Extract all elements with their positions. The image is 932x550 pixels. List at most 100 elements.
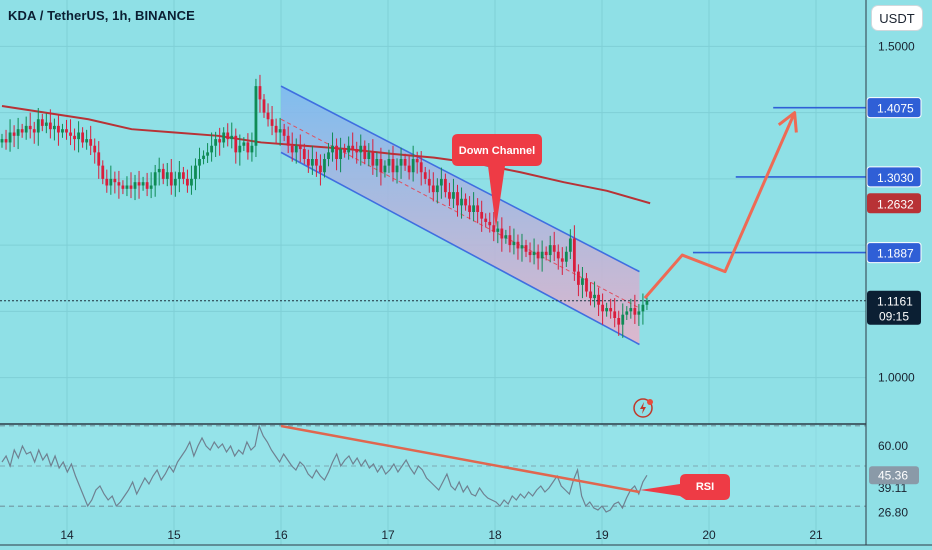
price-label-text: 1.1161 — [877, 295, 913, 309]
rsi-tick-label: 26.80 — [878, 505, 908, 519]
candle-body — [238, 145, 242, 153]
candle-body — [464, 198, 467, 206]
x-tick-label: 19 — [595, 528, 609, 542]
candle-body — [89, 139, 93, 146]
candle-body — [85, 139, 89, 143]
candle-body — [153, 172, 157, 186]
candle-body — [597, 294, 600, 305]
candle-body — [504, 235, 508, 239]
channel-upper-line — [280, 85, 640, 273]
candle-body — [145, 182, 149, 189]
candle-body — [310, 159, 314, 166]
candle-body — [210, 145, 214, 153]
candle-body — [548, 245, 552, 256]
candle-body — [290, 145, 294, 153]
candle-body — [121, 185, 125, 189]
candle-body — [165, 172, 169, 179]
currency-selector[interactable]: USDT — [872, 6, 922, 30]
price-label-time: 09:15 — [879, 310, 909, 324]
price-label-border — [866, 97, 922, 119]
rsi-line — [1, 423, 648, 513]
candle-body — [77, 132, 80, 140]
candle-body — [81, 132, 85, 143]
moving-average-line — [1, 105, 651, 205]
candle-body — [347, 145, 351, 153]
candle-body — [335, 145, 338, 159]
candle-body — [137, 182, 141, 186]
candle-body — [528, 251, 532, 256]
candle-body — [564, 251, 568, 262]
candle-body — [540, 251, 544, 259]
candle-body — [367, 152, 371, 159]
candle-body — [492, 225, 496, 232]
symbol-title: KDA / TetherUS, 1h, BINANCE — [8, 8, 195, 23]
candle-body — [327, 152, 330, 159]
candle-body — [629, 308, 633, 312]
candle-body — [520, 245, 524, 249]
rsi-trendline — [280, 424, 640, 494]
candle-body — [198, 159, 201, 166]
candle-body — [625, 311, 629, 315]
candle-body — [407, 165, 411, 173]
candle-body — [242, 142, 246, 146]
candle-body — [577, 271, 580, 285]
candle-body — [65, 129, 68, 133]
candle-body — [641, 304, 645, 312]
candle-body — [468, 205, 471, 212]
candle-body — [371, 152, 375, 166]
candle-body — [294, 145, 298, 153]
rsi-value-text: 45.36 — [878, 468, 908, 482]
candle-body — [0, 139, 4, 143]
candle-body — [274, 125, 278, 133]
candle-body — [234, 135, 238, 153]
candle-body — [315, 159, 318, 166]
candle-body — [133, 182, 137, 189]
candle-body — [448, 192, 451, 199]
candle-body — [149, 185, 153, 189]
rsi-callout — [640, 474, 730, 500]
price-axis-background — [866, 0, 932, 550]
candle-body — [581, 278, 584, 285]
candle-body — [512, 241, 516, 246]
price-label-badge — [867, 193, 921, 214]
price-label-badge — [867, 97, 921, 118]
projected-path-arrowhead — [777, 111, 798, 133]
candle-body — [173, 178, 177, 186]
down-channel-label: Down Channel — [458, 145, 536, 157]
candle-body — [496, 228, 500, 232]
candle-body — [282, 129, 286, 136]
candle-body — [516, 241, 520, 249]
candle-body — [101, 165, 105, 179]
candle-body — [536, 251, 540, 259]
candle-body — [343, 149, 347, 153]
candle-body — [415, 159, 419, 163]
candle-body — [633, 308, 637, 315]
rsi-band-fill — [0, 426, 866, 506]
candle-body — [593, 294, 596, 299]
candle-body — [254, 86, 258, 146]
candle-body — [431, 185, 435, 193]
candle-body — [24, 125, 28, 133]
candle-body — [439, 178, 443, 186]
candle-body — [69, 132, 72, 136]
candle-body — [552, 245, 556, 252]
lightning-alert-icon[interactable] — [633, 397, 655, 419]
candle-body — [613, 311, 617, 318]
callouts — [452, 134, 730, 500]
projected-path-line — [643, 112, 796, 300]
candle-body — [141, 182, 145, 186]
candle-body — [379, 159, 383, 173]
price-label-text: 1.4075 — [877, 102, 914, 116]
price-label-text: 1.3030 — [877, 171, 914, 185]
y-tick-label: 1.5000 — [878, 39, 915, 53]
candle-body — [186, 178, 189, 186]
x-tick-label: 15 — [167, 528, 181, 542]
candle-body — [218, 139, 222, 143]
down-channel-callout — [452, 134, 542, 228]
candle-body — [443, 178, 447, 193]
candle-body — [32, 129, 36, 133]
candle-body — [53, 125, 56, 130]
x-tick-label: 17 — [381, 528, 395, 542]
